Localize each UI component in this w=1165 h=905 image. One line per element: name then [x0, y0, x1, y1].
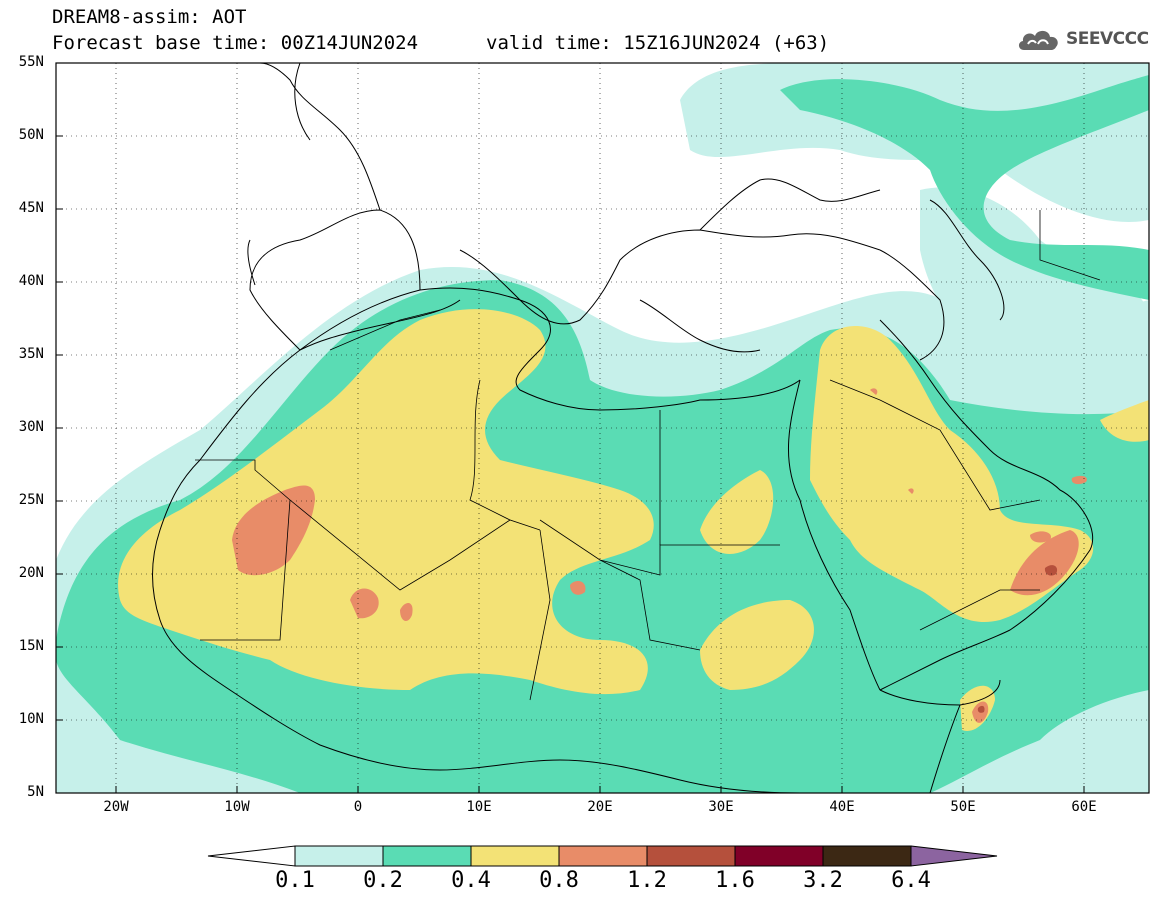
colorbar-over-arrow — [910, 845, 998, 867]
map-title: DREAM8-assim: AOT — [52, 6, 247, 28]
lon-label: 10E — [466, 799, 492, 815]
colorbar-swatch-2 — [470, 845, 560, 867]
colorbar-label: 0.8 — [539, 868, 579, 893]
lat-label: 50N — [18, 127, 44, 143]
country-borders — [195, 210, 1101, 701]
forecast-base-time: Forecast base time: 00Z14JUN2024 — [52, 32, 419, 54]
colorbar-under-arrow — [207, 845, 296, 867]
colorbar-label: 1.2 — [627, 868, 667, 893]
lon-label: 0 — [353, 799, 363, 815]
lon-label: 10W — [224, 799, 250, 815]
lon-label: 40E — [829, 799, 855, 815]
aot-band-0.8 — [232, 388, 1087, 723]
colorbar-label: 0.4 — [451, 868, 491, 893]
colorbar-swatch-1 — [382, 845, 472, 867]
lat-label: 35N — [18, 346, 44, 362]
axis-ticks — [56, 62, 1085, 793]
lon-label: 20E — [587, 799, 613, 815]
aot-band-1.2 — [977, 565, 1058, 713]
colorbar-swatch-6 — [822, 845, 912, 867]
valid-time: valid time: 15Z16JUN2024 (+63) — [486, 32, 830, 54]
colorbar-label: 1.6 — [715, 868, 755, 893]
lat-label: 45N — [18, 200, 44, 216]
seevccc-logo: SEEVCCC — [1016, 25, 1149, 53]
colorbar-swatch-3 — [558, 845, 648, 867]
logo-text: SEEVCCC — [1066, 29, 1149, 49]
lat-label: 20N — [18, 565, 44, 581]
lat-label: 25N — [18, 492, 44, 508]
colorbar-label: 0.1 — [275, 868, 315, 893]
colorbar-swatch-0 — [294, 845, 384, 867]
coastlines — [152, 63, 1094, 793]
cloud-icon — [1018, 30, 1058, 50]
lat-label: 5N — [27, 784, 44, 800]
lon-label: 60E — [1071, 799, 1097, 815]
colorbar — [207, 845, 998, 867]
lat-label: 15N — [18, 638, 44, 654]
lat-label: 30N — [18, 419, 44, 435]
lat-label: 10N — [18, 711, 44, 727]
colorbar-label: 3.2 — [803, 868, 843, 893]
lon-label: 20W — [103, 799, 129, 815]
gridlines — [56, 63, 1149, 793]
colorbar-label: 0.2 — [363, 868, 403, 893]
colorbar-label: 6.4 — [891, 868, 931, 893]
lat-label: 40N — [18, 273, 44, 289]
colorbar-swatch-4 — [646, 845, 736, 867]
colorbar-swatch-5 — [734, 845, 824, 867]
lon-label: 30E — [708, 799, 734, 815]
lat-label: 55N — [18, 54, 44, 70]
lon-label: 50E — [950, 799, 976, 815]
